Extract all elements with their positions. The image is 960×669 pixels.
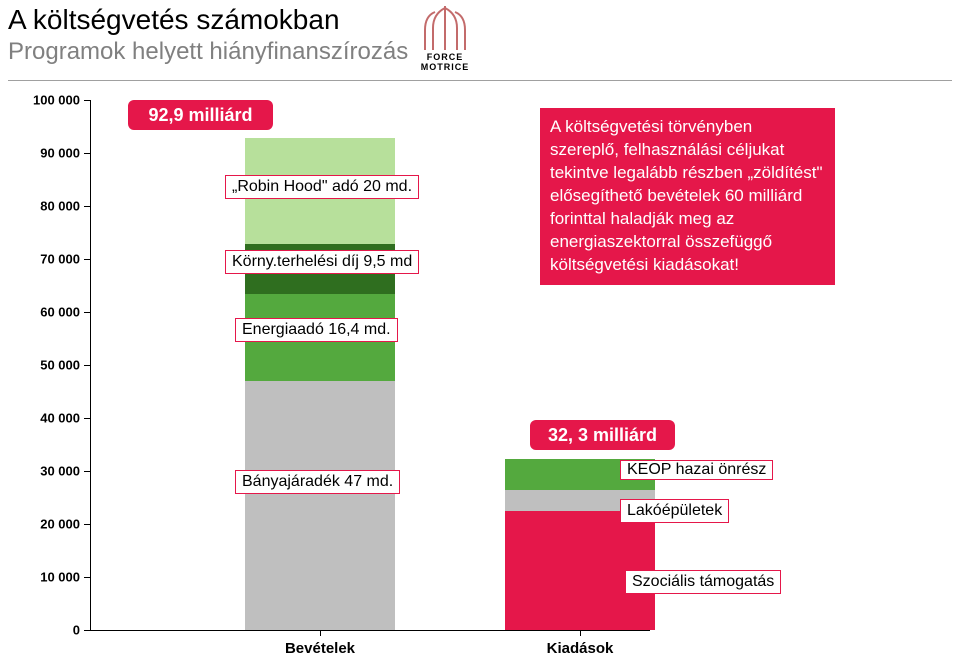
y-tick-mark [84, 153, 90, 154]
x-axis-label-revenue: Bevételek [285, 640, 355, 657]
y-tick-label: 100 000 [0, 93, 80, 108]
label-korny: Körny.terhelési díj 9,5 md [225, 250, 419, 274]
y-tick-mark [84, 471, 90, 472]
y-tick-label: 60 000 [0, 305, 80, 320]
y-tick-label: 50 000 [0, 358, 80, 373]
y-tick-mark [84, 577, 90, 578]
y-tick-mark [84, 524, 90, 525]
label-robin-hood: „Robin Hood" adó 20 md. [225, 175, 419, 199]
y-tick-mark [84, 206, 90, 207]
y-tick-mark [84, 365, 90, 366]
y-tick-mark [84, 312, 90, 313]
y-tick-label: 90 000 [0, 146, 80, 161]
label-keop: KEOP hazai önrész [620, 460, 773, 480]
label-banyajaradek: Bányajáradék 47 md. [235, 470, 400, 494]
y-tick-label: 80 000 [0, 199, 80, 214]
y-tick-mark [84, 418, 90, 419]
explanatory-text: A költségvetési törvényben szereplő, fel… [540, 108, 835, 285]
y-tick-mark [84, 259, 90, 260]
y-tick-label: 30 000 [0, 464, 80, 479]
y-tick-label: 0 [0, 623, 80, 638]
y-tick-label: 10 000 [0, 570, 80, 585]
x-axis [90, 630, 650, 631]
label-keop-text: KEOP hazai önrész [627, 461, 766, 478]
y-tick-label: 20 000 [0, 517, 80, 532]
y-axis [90, 100, 91, 630]
x-tick-mark [580, 630, 581, 636]
y-tick-mark [84, 630, 90, 631]
x-axis-label-spending: Kiadások [547, 640, 614, 657]
label-energiaado: Energiaadó 16,4 md. [235, 318, 398, 342]
label-lako: Lakóépületek [620, 499, 729, 523]
y-tick-mark [84, 100, 90, 101]
spending-total-pill: 32, 3 milliárd [530, 420, 675, 450]
bar-segment-banyajaradek [245, 381, 395, 630]
label-szoc: Szociális támogatás [625, 570, 781, 594]
y-tick-label: 40 000 [0, 411, 80, 426]
revenue-total-pill: 92,9 milliárd [128, 100, 273, 130]
y-tick-label: 70 000 [0, 252, 80, 267]
x-tick-mark [320, 630, 321, 636]
